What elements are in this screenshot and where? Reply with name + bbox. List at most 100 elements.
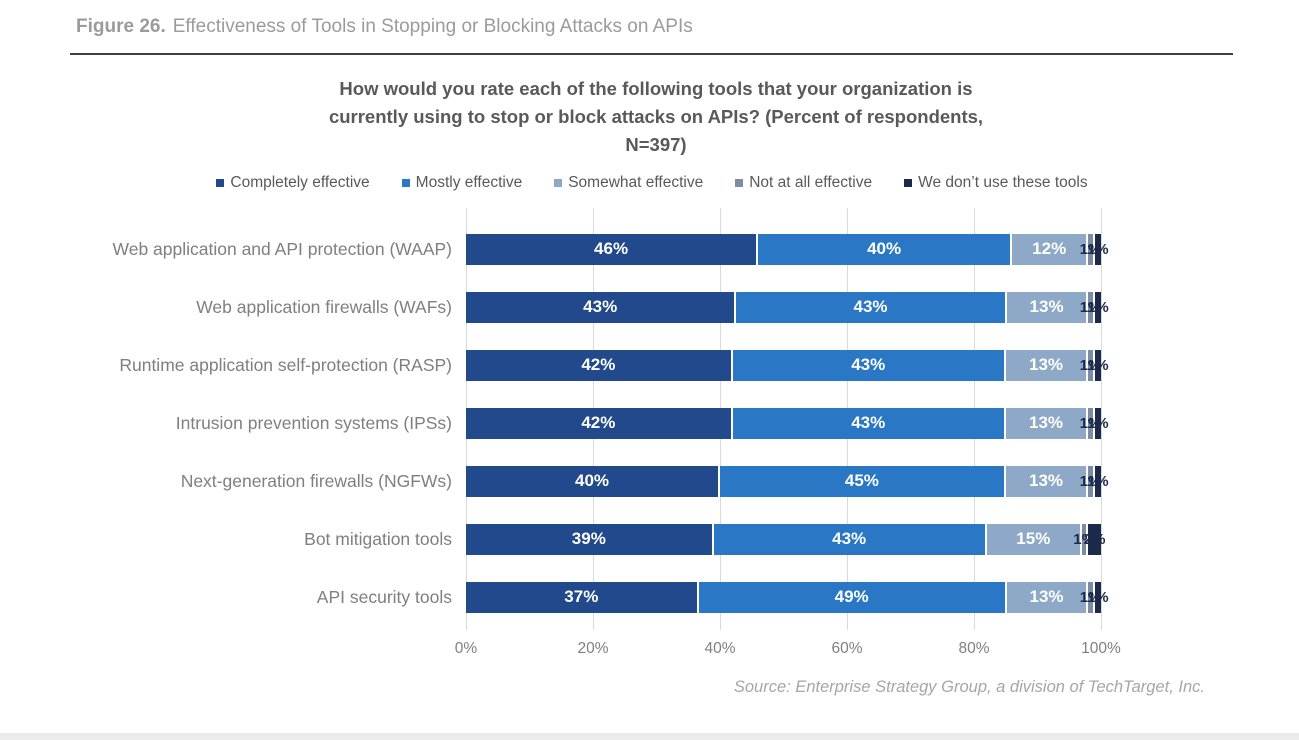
bar-segment: 12% <box>1012 233 1089 265</box>
chart-legend: Completely effective Mostly effective Some… <box>72 174 1232 192</box>
bar-value-label: 1% <box>1086 356 1109 374</box>
legend-label: Mostly effective <box>415 174 523 192</box>
legend-swatch-icon <box>735 179 744 188</box>
category-label: Runtime application self-protection (RAS… <box>119 354 452 375</box>
bar-row: API security tools 37% 49% 13% 1% 1% <box>0 568 1299 626</box>
legend-label: Completely effective <box>230 174 370 192</box>
legend-item: Mostly effective <box>401 174 523 192</box>
stacked-bar: 42% 43% 13% 1% 1% <box>466 407 1109 439</box>
bar-value-label: 49% <box>834 587 869 607</box>
stacked-bar: 37% 49% 13% 1% 1% <box>466 581 1109 613</box>
bar-segment: 37% <box>466 581 699 613</box>
bar-value-label: 13% <box>1028 355 1064 375</box>
bar-row: Web application firewalls (WAFs) 43% 43% 13… <box>0 278 1299 336</box>
bar-value-label: 43% <box>851 413 886 433</box>
bar-segment: 1% <box>1087 407 1109 439</box>
x-axis-tick-label: 80% <box>958 640 990 658</box>
bar-value-label: 13% <box>1028 413 1064 433</box>
chart-title-line: N=397) <box>625 133 687 155</box>
category-label: Next-generation firewalls (NGFWs) <box>180 470 452 491</box>
bar-segment: 42% <box>466 407 733 439</box>
stacked-bar: 42% 43% 13% 1% 1% <box>466 349 1109 381</box>
legend-swatch-icon <box>904 179 913 188</box>
bar-segment: 46% <box>466 233 759 265</box>
legend-label: Not at all effective <box>749 174 873 192</box>
bar-value-label: 1% <box>1086 472 1109 490</box>
bar-value-label: 13% <box>1029 297 1064 317</box>
bar-value-label: 39% <box>571 529 606 549</box>
page-bottom-edge <box>0 733 1299 740</box>
bar-segment: 40% <box>758 233 1013 265</box>
bar-row: Runtime application self-protection (RAS… <box>0 336 1299 394</box>
x-axis-tick-label: 40% <box>704 640 736 658</box>
chart-plot-area: Web application and API protection (WAAP… <box>0 208 1299 631</box>
bar-value-label: 42% <box>581 413 616 433</box>
x-axis: 0% 20% 40% 60% 80% 100% <box>455 626 1121 664</box>
bar-value-label: 1% <box>1086 414 1109 432</box>
category-label: Web application and API protection (WAAP… <box>112 238 452 259</box>
legend-label: We don’t use these tools <box>918 174 1088 192</box>
figure-header: Figure 26. Effectiveness of Tools in Stop… <box>0 0 1299 38</box>
bar-value-label: 40% <box>574 471 610 491</box>
bar-segment: 13% <box>1005 349 1089 381</box>
bar-segment: 1% <box>1087 233 1109 265</box>
chart-title-line: currently using to stop or block attacks… <box>328 105 984 127</box>
bar-value-label: 46% <box>594 239 629 259</box>
bar-row: Web application and API protection (WAAP… <box>0 220 1299 278</box>
bar-segment: 43% <box>466 291 737 323</box>
bar-segment: 40% <box>466 465 720 497</box>
legend-item: Not at all effective <box>735 174 872 192</box>
bar-value-label: 1% <box>1086 240 1109 258</box>
legend-swatch-icon <box>216 179 225 188</box>
legend-item: We don’t use these tools <box>904 174 1088 192</box>
bar-value-label: 1% <box>1086 298 1109 316</box>
legend-swatch-icon <box>401 179 410 188</box>
bar-segment: 13% <box>1006 291 1089 323</box>
bar-segment: 43% <box>732 407 1006 439</box>
bar-value-label: 43% <box>832 529 867 549</box>
x-axis-tick-label: 100% <box>1081 640 1121 658</box>
bar-segment: 49% <box>698 581 1007 613</box>
category-label: API security tools <box>316 586 452 607</box>
legend-item: Completely effective <box>216 174 370 192</box>
bar-value-label: 15% <box>1016 529 1051 549</box>
bar-value-label: 13% <box>1029 471 1064 491</box>
bar-value-label: 42% <box>581 355 616 375</box>
bar-segment: 13% <box>1006 581 1089 613</box>
bar-value-label: 12% <box>1032 239 1067 259</box>
stacked-bar: 39% 43% 15% 1% 2% <box>466 523 1105 555</box>
bar-value-label: 43% <box>583 297 618 317</box>
stacked-bar: 40% 45% 13% 1% 1% <box>466 465 1109 497</box>
bar-segment: 1% <box>1087 581 1109 613</box>
chart-title-line: How would you rate each of the following… <box>339 78 973 99</box>
bar-segment: 13% <box>1005 465 1089 497</box>
x-axis-tick-label: 60% <box>831 640 863 658</box>
stacked-bar: 43% 43% 13% 1% 1% <box>466 291 1109 323</box>
bar-value-label: 13% <box>1029 587 1064 607</box>
gridline <box>1101 208 1102 631</box>
bar-segment: 43% <box>736 291 1007 323</box>
bar-segment: 1% <box>1087 291 1109 323</box>
x-axis-tick-label: 0% <box>454 640 478 658</box>
source-note: Source: Enterprise Strategy Group, a div… <box>733 678 1205 697</box>
figure-number: Figure 26. <box>76 16 166 37</box>
bar-value-label: 1% <box>1086 588 1109 606</box>
category-label: Bot mitigation tools <box>304 528 452 549</box>
bar-row: Intrusion prevention systems (IPSs) 42% 43… <box>0 394 1299 452</box>
bar-value-label: 40% <box>867 239 902 259</box>
header-divider <box>70 53 1233 55</box>
bar-segment: 45% <box>720 465 1006 497</box>
x-axis-tick-label: 20% <box>577 640 609 658</box>
bar-segment: 42% <box>466 349 733 381</box>
bar-segment: 2% <box>1084 523 1105 555</box>
bar-segment: 15% <box>986 523 1082 555</box>
chart-title: How would you rate each of the following… <box>226 75 1086 158</box>
bar-row: Bot mitigation tools 39% 43% 15% 1% 2% <box>0 510 1299 568</box>
legend-item: Somewhat effective <box>554 174 703 192</box>
legend-swatch-icon <box>554 179 563 188</box>
stacked-bar: 46% 40% 12% 1% 1% <box>466 233 1109 265</box>
category-label: Web application firewalls (WAFs) <box>196 296 452 317</box>
bar-value-label: 43% <box>853 297 888 317</box>
legend-label: Somewhat effective <box>568 174 704 192</box>
